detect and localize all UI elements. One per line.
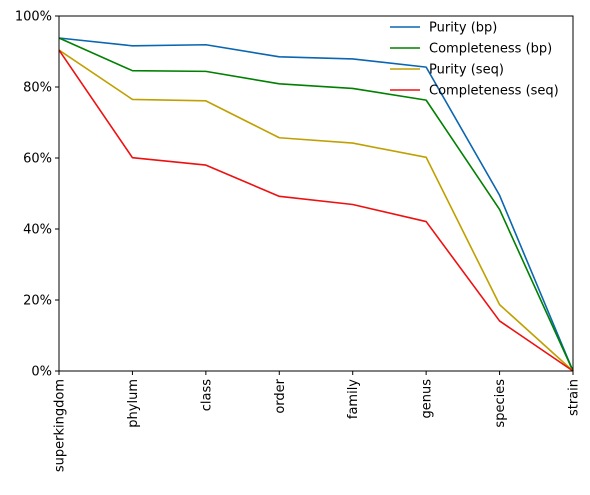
y-tick-label: 40% — [23, 223, 52, 238]
plot-frame — [58, 15, 574, 372]
legend-label-3: Purity (seq) — [429, 63, 504, 78]
series-lines — [58, 37, 574, 372]
series-line-1 — [58, 37, 574, 372]
x-tick-label: class — [199, 379, 214, 411]
y-tick-label: 100% — [15, 10, 52, 25]
legend-label-1: Purity (bp) — [429, 21, 497, 36]
y-tick-label: 20% — [23, 294, 52, 309]
x-tick-label: order — [273, 378, 288, 413]
legend-label-4: Completeness (seq) — [429, 84, 559, 99]
x-tick-label: genus — [420, 379, 435, 419]
y-axis: 0% 20% 40% 60% 80% 100% — [15, 10, 59, 380]
y-tick-label: 80% — [23, 81, 52, 96]
x-tick-label: family — [346, 379, 361, 419]
series-line-2 — [58, 37, 574, 372]
series-line-4 — [58, 49, 574, 372]
y-tick-label: 0% — [31, 365, 52, 380]
x-tick-label: strain — [567, 379, 582, 416]
legend-label-2: Completeness (bp) — [429, 42, 552, 57]
y-tick-label: 60% — [23, 152, 52, 167]
x-axis: superkingdom phylum class order family genus s… — [53, 371, 582, 472]
x-tick-label: phylum — [126, 379, 141, 428]
x-tick-label: species — [493, 379, 508, 428]
x-tick-label: superkingdom — [53, 379, 68, 472]
legend: Purity (bp) Completeness (bp) Purity (seq)… — [390, 21, 559, 99]
series-line-3 — [58, 49, 574, 372]
